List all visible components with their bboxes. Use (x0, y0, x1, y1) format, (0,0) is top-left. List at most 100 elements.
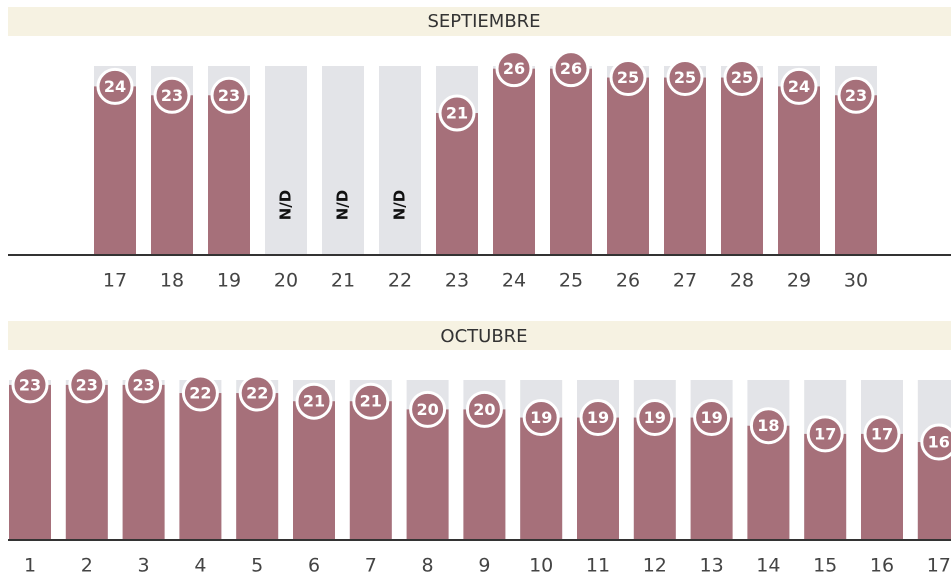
x-tick-label: 2 (81, 555, 93, 577)
value-label: 25 (731, 68, 753, 87)
value-label: 19 (530, 408, 552, 427)
value-badge (125, 366, 163, 404)
bar (721, 77, 763, 255)
bar (747, 425, 790, 540)
value-label: 23 (19, 375, 41, 394)
bar (835, 95, 877, 255)
bar (520, 417, 563, 540)
bar (690, 417, 733, 540)
x-tick-label: 4 (194, 555, 206, 577)
value-label: 23 (218, 86, 240, 105)
value-badge (806, 415, 844, 453)
bar (778, 86, 820, 255)
x-tick-label: 6 (308, 555, 320, 577)
bar (493, 68, 535, 255)
value-badge (238, 374, 276, 412)
x-tick-label: 20 (274, 270, 298, 292)
value-badge (352, 382, 390, 420)
x-tick-label: 18 (160, 270, 184, 292)
value-label: 25 (617, 68, 639, 87)
x-tick-label: 7 (365, 555, 377, 577)
value-badge (522, 399, 560, 437)
value-label: 26 (503, 59, 525, 78)
bar (179, 393, 222, 540)
x-tick-label: 28 (730, 270, 754, 292)
value-label: 22 (246, 384, 268, 403)
x-tick-label: 9 (478, 555, 490, 577)
x-tick-label: 13 (700, 555, 724, 577)
x-tick-label: 26 (616, 270, 640, 292)
value-badge (693, 399, 731, 437)
x-tick-label: 10 (529, 555, 553, 577)
value-badge (153, 76, 191, 114)
bar (9, 384, 51, 540)
value-badge (863, 415, 901, 453)
x-tick-label: 5 (251, 555, 263, 577)
bar (151, 95, 193, 255)
value-badge (666, 59, 704, 97)
value-badge (495, 50, 533, 88)
bar-background (379, 66, 421, 255)
value-label: 16 (928, 433, 950, 452)
bar (664, 77, 706, 255)
value-badge (636, 399, 674, 437)
value-badge (68, 366, 106, 404)
title-band (8, 7, 951, 36)
value-label: 26 (560, 59, 582, 78)
value-label: 18 (757, 416, 779, 435)
bar (550, 68, 592, 255)
bar (436, 113, 478, 255)
value-label: 19 (587, 408, 609, 427)
x-tick-label: 17 (927, 555, 951, 577)
x-tick-label: 17 (103, 270, 127, 292)
bar (208, 95, 250, 255)
x-tick-label: 8 (422, 555, 434, 577)
value-badge (11, 366, 49, 404)
chart-title: OCTUBRE (440, 326, 527, 347)
bar (633, 417, 676, 540)
x-tick-label: 11 (586, 555, 610, 577)
x-tick-label: 14 (756, 555, 780, 577)
value-badge (780, 67, 818, 105)
x-tick-label: 29 (787, 270, 811, 292)
value-badge (210, 76, 248, 114)
value-badge (181, 374, 219, 412)
value-badge (579, 399, 617, 437)
bar (406, 409, 449, 540)
value-label: 21 (303, 392, 325, 411)
x-tick-label: 30 (844, 270, 868, 292)
value-label: N/D (334, 190, 352, 220)
value-label: N/D (391, 190, 409, 220)
value-label: 17 (871, 424, 893, 443)
value-label: 20 (473, 400, 495, 419)
bar (94, 86, 136, 255)
bar (293, 401, 335, 540)
x-tick-label: 21 (331, 270, 355, 292)
value-label: 21 (446, 104, 468, 123)
x-tick-label: 3 (138, 555, 150, 577)
value-badge (438, 94, 476, 132)
x-tick-label: 22 (388, 270, 412, 292)
x-tick-label: 1 (24, 555, 36, 577)
x-tick-label: 16 (870, 555, 894, 577)
value-label: 19 (700, 408, 722, 427)
bar (236, 393, 279, 540)
chart-title: SEPTIEMBRE (427, 11, 540, 32)
title-band (8, 321, 951, 350)
value-label: 20 (416, 400, 438, 419)
value-label: 24 (788, 77, 810, 96)
value-badge (749, 407, 787, 445)
value-label: 23 (845, 86, 867, 105)
bar (65, 384, 108, 540)
x-tick-label: 25 (559, 270, 583, 292)
value-label: N/D (277, 190, 295, 220)
value-label: 23 (132, 375, 154, 394)
x-tick-label: 27 (673, 270, 697, 292)
value-label: 24 (104, 77, 126, 96)
x-tick-label: 19 (217, 270, 241, 292)
value-label: 23 (161, 86, 183, 105)
value-label: 17 (814, 424, 836, 443)
bar (463, 409, 506, 540)
value-label: 25 (674, 68, 696, 87)
